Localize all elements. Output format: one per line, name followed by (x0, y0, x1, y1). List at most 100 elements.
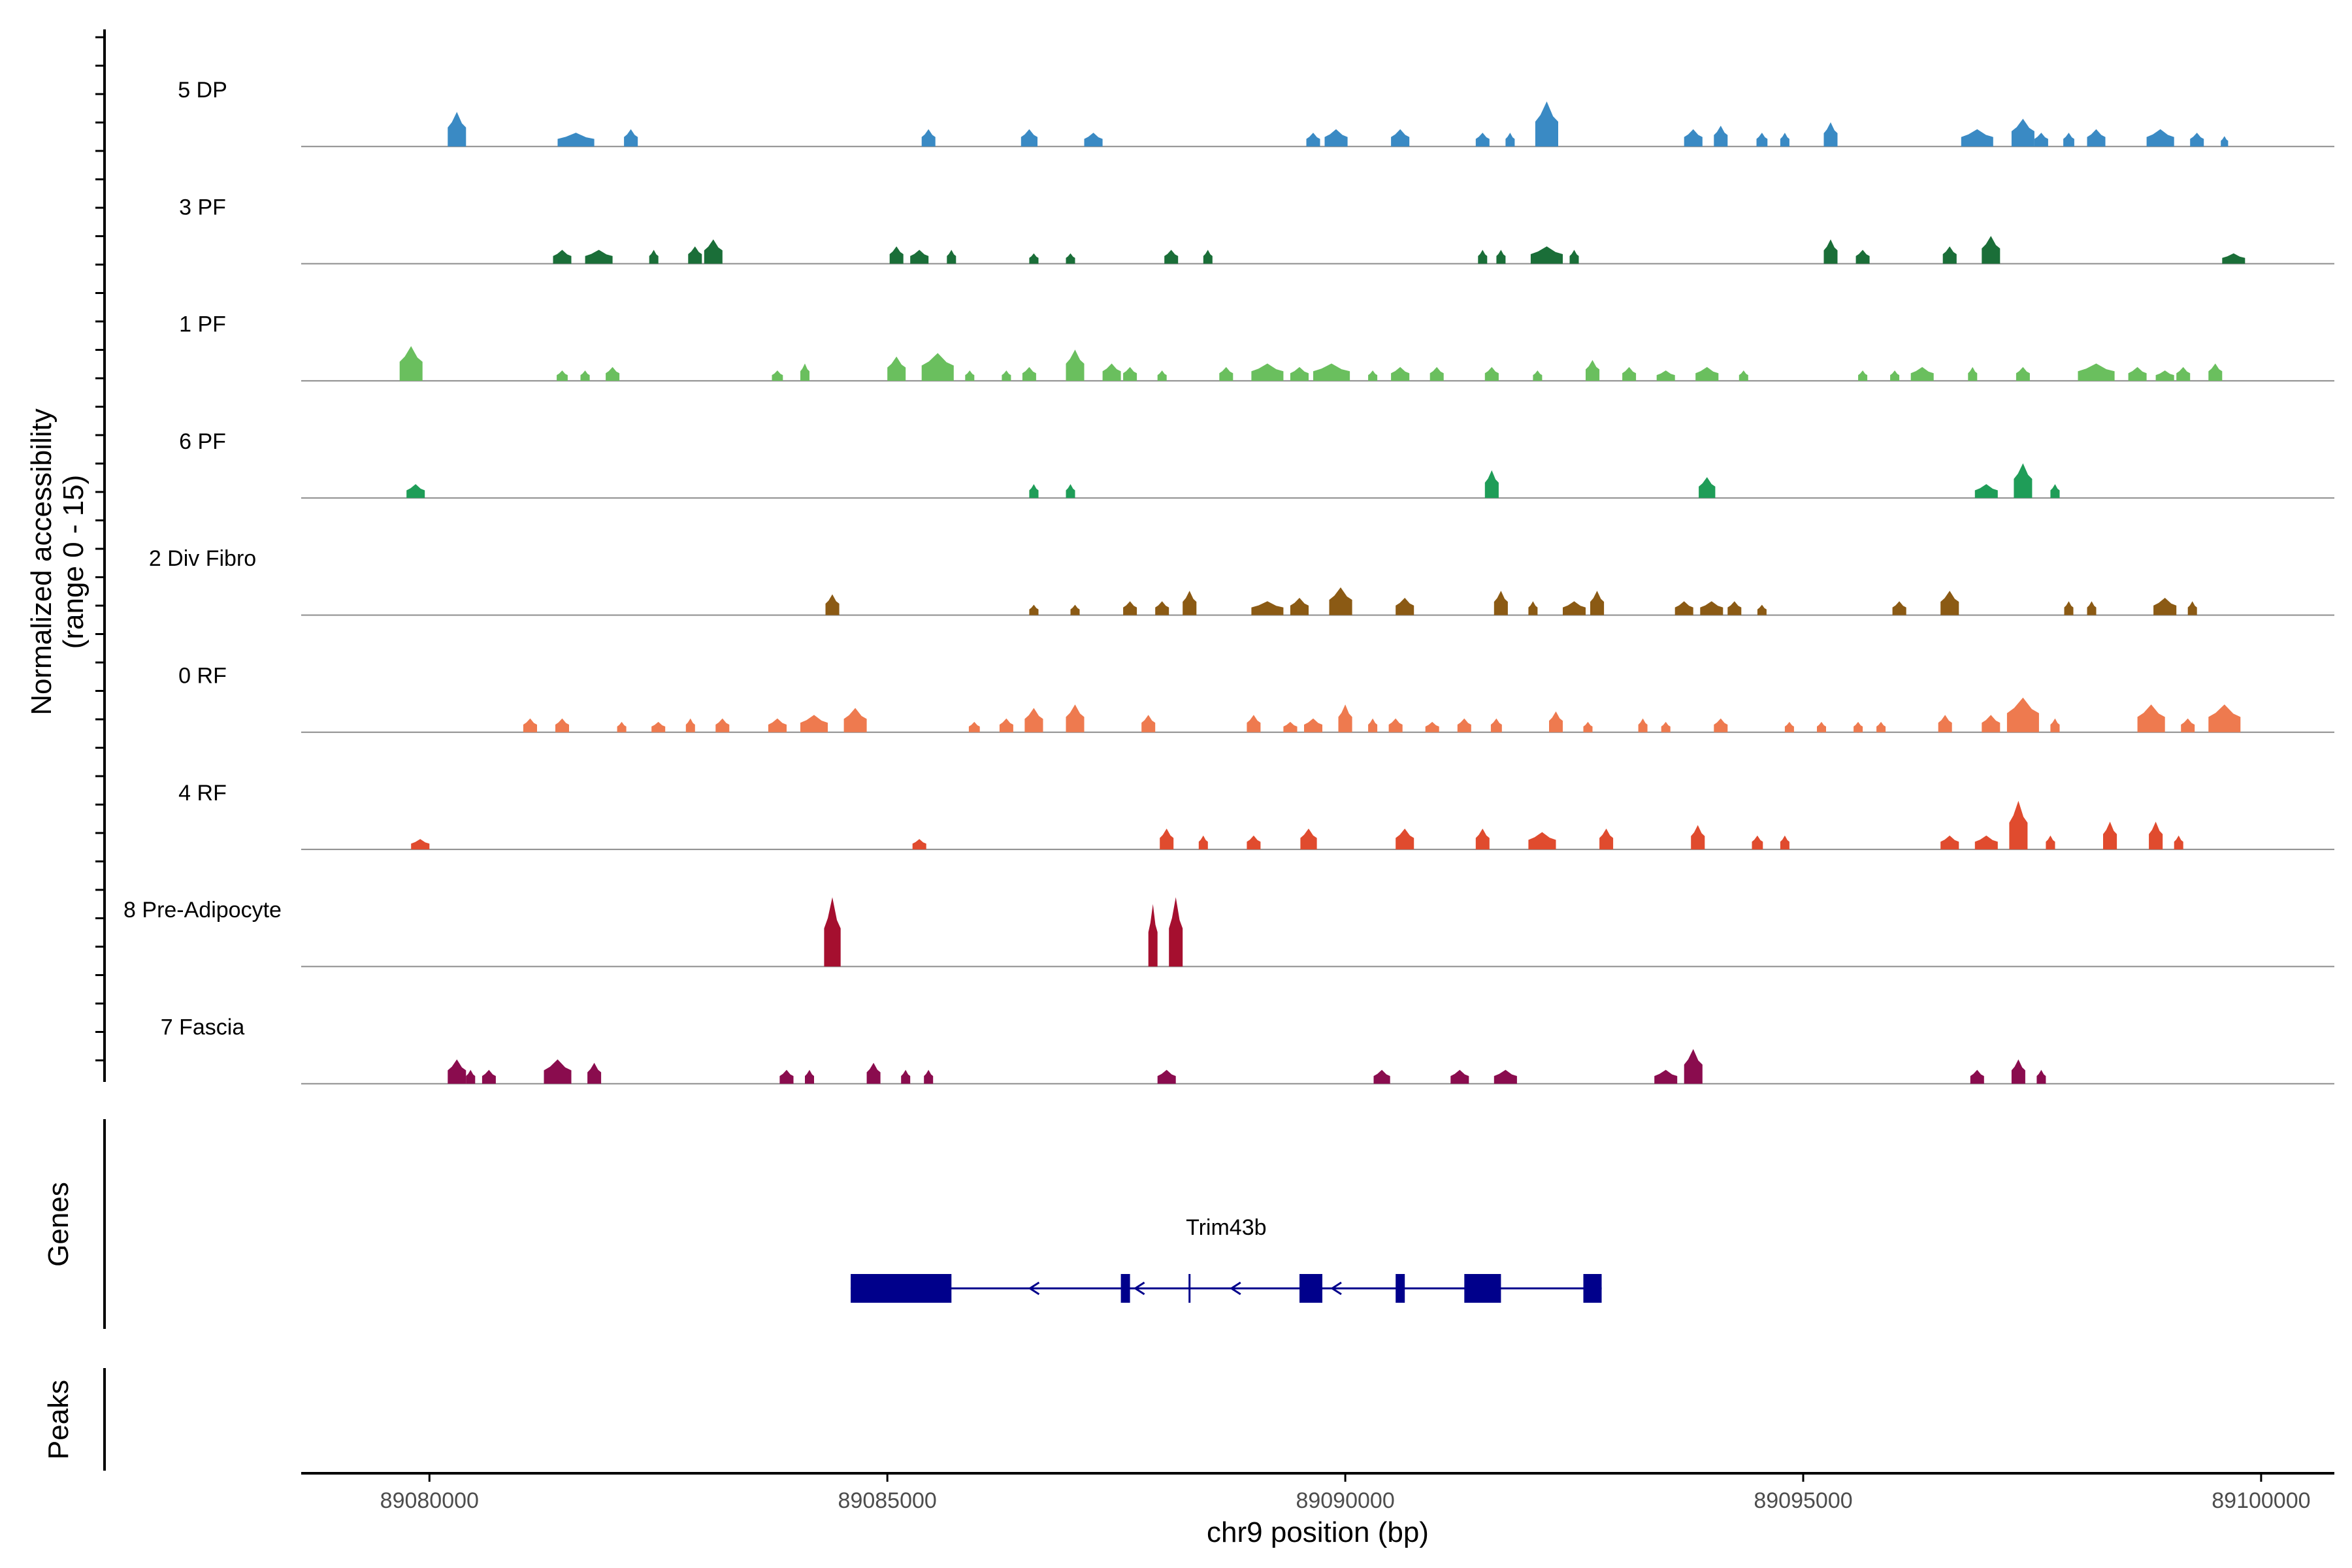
coverage-peak (523, 718, 537, 732)
coverage-peak (2176, 367, 2191, 381)
coverage-peak (1373, 1070, 1390, 1084)
coverage-peak (1478, 250, 1488, 264)
coverage-peak (1974, 484, 1998, 498)
coverage-peak (1490, 718, 1502, 732)
coverage-peak (2128, 367, 2147, 381)
coverage-peak (1396, 828, 1414, 850)
track-8-pre-adipocyte: 8 Pre-Adipocyte (123, 897, 2334, 968)
coverage-peak (1283, 721, 1298, 732)
coverage-peak (1684, 129, 1703, 147)
coverage-peak (1141, 715, 1156, 732)
coverage-peak (1938, 715, 1952, 732)
coverage-peak (1123, 367, 1137, 381)
coverage-peak (1084, 133, 1103, 147)
coverage-peak (768, 718, 787, 732)
coverage-peak (1457, 718, 1471, 732)
coverage-peak (411, 839, 430, 850)
coverage-peak (2221, 136, 2229, 147)
coverage-peak (1029, 604, 1039, 615)
coverage-peak (2187, 601, 2197, 615)
coverage-peak (1638, 718, 1648, 732)
coverage-peak (1714, 718, 1728, 732)
strand-arrow (1330, 1281, 1342, 1296)
coverage-peak (779, 1070, 794, 1084)
coverage-peak (624, 129, 638, 147)
coverage-peak (1450, 1070, 1469, 1084)
coverage-peak (2087, 601, 2097, 615)
coverage-peak (1684, 1049, 1703, 1084)
coverage-peak (1164, 250, 1179, 264)
coverage-peak (1102, 363, 1121, 381)
gene-exon (1464, 1274, 1501, 1303)
coverage-peak (825, 594, 840, 615)
coverage-peak (406, 484, 425, 498)
coverage-peak (1329, 587, 1352, 615)
track-label: 7 Fascia (161, 1015, 245, 1039)
coverage-peak (889, 246, 904, 264)
coverage-peak (2050, 484, 2060, 498)
coverage-peak (1494, 1070, 1517, 1084)
track-label: 8 Pre-Adipocyte (123, 898, 282, 923)
coverage-peak (1304, 718, 1322, 732)
coverage-peak (557, 370, 568, 381)
coverage-peak (947, 250, 956, 264)
coverage-peak (1251, 363, 1284, 381)
coverage-peak (448, 1059, 466, 1084)
coverage-peak (1599, 828, 1614, 850)
coverage-peak (1391, 129, 1410, 147)
x-tick-label: 89095000 (1754, 1488, 1852, 1513)
coverage-peak (1699, 477, 1716, 498)
coverage-peak (1695, 367, 1719, 381)
gene-exon (1396, 1274, 1405, 1303)
coverage-peak (399, 346, 423, 381)
coverage-peak (555, 718, 569, 732)
coverage-peak (887, 356, 906, 381)
coverage-peak (1368, 718, 1378, 732)
coverage-peak (1691, 825, 1705, 850)
coverage-peak (912, 839, 926, 850)
coverage-peak (1533, 370, 1543, 381)
coverage-peak (800, 715, 828, 732)
coverage-peak (1475, 133, 1490, 147)
coverage-peak (1549, 711, 1563, 732)
coverage-peak (1661, 721, 1671, 732)
coverage-peak (1157, 370, 1167, 381)
coverage-peak (2222, 253, 2246, 264)
coverage-peak (544, 1059, 572, 1084)
coverage-peak (1586, 360, 1600, 381)
coverage-peak (1247, 715, 1261, 732)
coverage-peak (2087, 129, 2106, 147)
coverage-peak (704, 239, 723, 264)
coverage-peak (2006, 697, 2039, 732)
coverage-peak (1029, 484, 1039, 498)
coverage-peak (921, 353, 954, 381)
y-axis-range: (range 0 - 15) (57, 475, 90, 649)
coverage-peak (965, 370, 975, 381)
coverage-peak (1183, 591, 1197, 615)
y-axis-title: Normalized accessibility (25, 408, 57, 715)
track-label: 1 PF (179, 312, 226, 337)
coverage-peak (1968, 367, 1978, 381)
coverage-peak (715, 718, 730, 732)
coverage-peak (587, 1062, 602, 1084)
track-1-pf: 1 PF (179, 312, 2334, 382)
coverage-peak (1656, 370, 1675, 381)
coverage-peak (1290, 598, 1309, 615)
coverage-peak (1961, 129, 1993, 147)
coverage-peak (2103, 821, 2117, 850)
coverage-peak (1982, 236, 2001, 264)
coverage-peak (466, 1070, 476, 1084)
coverage-peak (1494, 591, 1508, 615)
x-axis-ticks: 89080000 89085000 89090000 89095000 89100000 (380, 1473, 2311, 1513)
coverage-peak (2155, 370, 2174, 381)
coverage-peak (651, 721, 666, 732)
coverage-peak (1756, 133, 1768, 147)
coverage-peak (1855, 250, 1870, 264)
coverage-peak (1714, 125, 1728, 147)
coverage-peak (1890, 370, 1900, 381)
coverage-peak (1484, 470, 1499, 498)
coverage-peak (824, 897, 841, 967)
coverage-peak (1157, 1070, 1176, 1084)
coverage-peak (1251, 601, 1284, 615)
